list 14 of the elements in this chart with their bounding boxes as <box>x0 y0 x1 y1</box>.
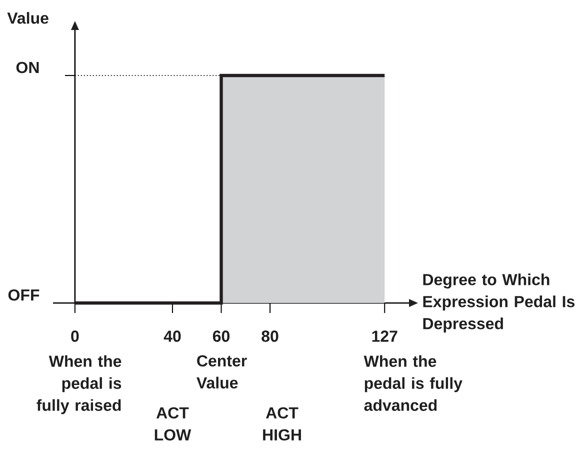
text: When the pedal is fully raised <box>36 355 122 414</box>
x-axis-title: Degree to Which Expression Pedal Is Depressed <box>423 274 574 332</box>
text: When the pedal is fully advanced <box>364 355 462 411</box>
x-tick-label: 60 <box>212 330 230 342</box>
text: ACT HIGH <box>263 407 301 441</box>
x-tick-label: 40 <box>164 330 181 342</box>
x-tick-label: 80 <box>262 330 278 342</box>
text: Center Value <box>196 355 247 389</box>
text: ON <box>16 62 39 74</box>
x-tick-label: 0 <box>71 330 79 342</box>
x-tick-label: 127 <box>372 330 398 342</box>
y-axis-title: Value <box>7 12 48 24</box>
text: ACT LOW <box>154 407 192 441</box>
text: OFF <box>8 289 40 301</box>
